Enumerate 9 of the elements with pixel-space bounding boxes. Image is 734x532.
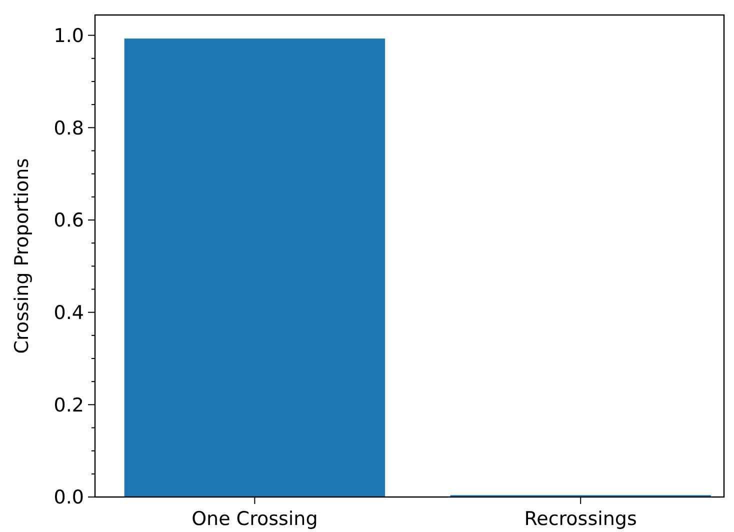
y-tick-label: 0.6 bbox=[54, 210, 84, 232]
y-tick-label: 0.8 bbox=[54, 117, 84, 140]
y-tick-label: 0.4 bbox=[54, 302, 84, 324]
y-tick-label: 1.0 bbox=[54, 24, 84, 47]
x-tick-label: Recrossings bbox=[524, 508, 637, 530]
y-tick-label: 0.0 bbox=[54, 486, 84, 509]
y-tick-label: 0.2 bbox=[54, 394, 84, 416]
x-tick-label: One Crossing bbox=[192, 508, 318, 530]
y-axis-title: Crossing Proportions bbox=[11, 158, 33, 354]
